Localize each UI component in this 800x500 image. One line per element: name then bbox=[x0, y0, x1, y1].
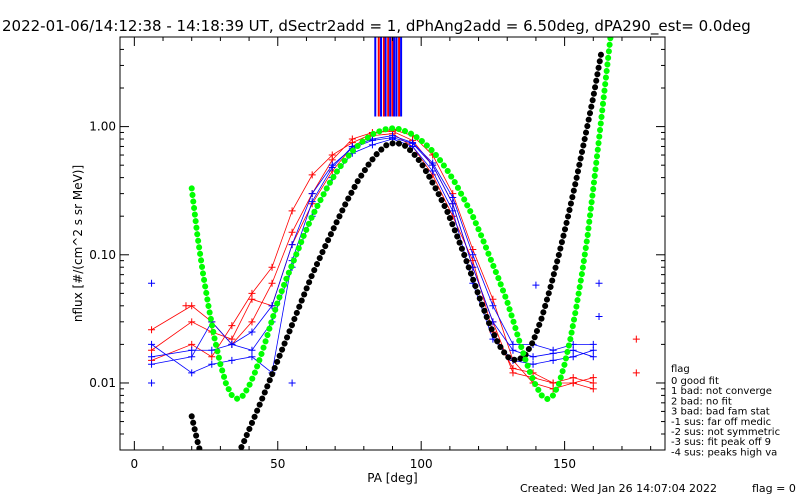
blue-extra-marker bbox=[595, 279, 603, 287]
green-fit-curve bbox=[188, 37, 614, 403]
x-tick-label: 150 bbox=[553, 457, 576, 471]
legend-item: -1 sus: far off medic bbox=[671, 417, 771, 428]
red-data-point bbox=[188, 340, 196, 348]
red-data-point bbox=[328, 151, 336, 159]
red-series-line bbox=[151, 133, 594, 384]
blue-data-point bbox=[148, 340, 156, 348]
blue-data-point bbox=[308, 190, 316, 198]
blue-data-point bbox=[328, 163, 336, 171]
created-timestamp: Created: Wed Jan 26 14:07:04 2022 bbox=[520, 482, 717, 495]
blue-data-point bbox=[248, 346, 256, 354]
legend-item: 0 good fit bbox=[671, 376, 719, 387]
blue-extra-marker bbox=[595, 313, 603, 321]
black-fit-curve bbox=[188, 46, 605, 450]
blue-data-point bbox=[288, 241, 296, 249]
red-data-point bbox=[308, 171, 316, 179]
blue-extra-marker bbox=[532, 281, 540, 289]
blue-data-point bbox=[449, 207, 457, 215]
red-series-line bbox=[151, 129, 594, 390]
blue-data-point bbox=[188, 369, 196, 377]
blue-data-point bbox=[148, 353, 156, 361]
x-tick-label: 50 bbox=[270, 457, 285, 471]
blue-data-point bbox=[248, 328, 256, 336]
red-extra-marker bbox=[632, 335, 640, 343]
red-extra-marker bbox=[632, 369, 640, 377]
red-data-point bbox=[248, 289, 256, 297]
red-data-point bbox=[589, 385, 597, 393]
y-tick-label: 1.00 bbox=[89, 120, 116, 134]
red-data-point bbox=[288, 207, 296, 215]
plot-area bbox=[148, 37, 640, 450]
blue-data-point bbox=[188, 353, 196, 361]
red-data-point bbox=[268, 279, 276, 287]
red-data-point bbox=[148, 326, 156, 334]
blue-data-point bbox=[569, 346, 577, 354]
blue-data-point bbox=[148, 360, 156, 368]
red-data-point bbox=[228, 322, 236, 330]
blue-extra-marker bbox=[148, 379, 156, 387]
blue-data-point bbox=[429, 159, 437, 167]
blue-data-point bbox=[589, 346, 597, 354]
blue-data-point bbox=[529, 360, 537, 368]
blue-data-point bbox=[208, 346, 216, 354]
blue-data-point bbox=[549, 356, 557, 364]
legend-item: 2 bad: no fit bbox=[671, 396, 732, 407]
blue-data-point bbox=[509, 346, 517, 354]
x-axis-label: PA [deg] bbox=[367, 471, 417, 485]
blue-data-point bbox=[589, 340, 597, 348]
legend-item: -2 sus: not symmetric bbox=[671, 427, 780, 438]
blue-data-point bbox=[268, 302, 276, 310]
footer-flag: flag = 0 bbox=[752, 482, 796, 495]
blue-data-point bbox=[489, 302, 497, 310]
blue-extra-marker bbox=[288, 379, 296, 387]
blue-data-point bbox=[589, 353, 597, 361]
y-tick-label: 0.10 bbox=[89, 248, 116, 262]
blue-series-line bbox=[151, 137, 594, 358]
blue-series-line bbox=[151, 138, 594, 365]
red-data-point bbox=[148, 346, 156, 354]
red-data-point bbox=[268, 263, 276, 271]
red-data-point bbox=[288, 228, 296, 236]
red-data-point bbox=[569, 379, 577, 387]
blue-data-point bbox=[529, 353, 537, 361]
legend-item: -4 sus: peaks high va bbox=[671, 447, 777, 458]
red-data-point bbox=[248, 318, 256, 326]
blue-data-point bbox=[549, 346, 557, 354]
blue-extra-marker bbox=[148, 279, 156, 287]
blue-data-point bbox=[308, 198, 316, 206]
red-data-point bbox=[248, 295, 256, 303]
blue-series-line bbox=[151, 135, 594, 374]
axes: 0 50 100 150 0.01 0.10 1.00 bbox=[89, 36, 665, 471]
blue-data-point bbox=[449, 193, 457, 201]
red-data-point bbox=[509, 364, 517, 372]
chart-title: 2022-01-06/14:12:38 - 14:18:39 UT, dSect… bbox=[2, 17, 751, 36]
blue-data-point bbox=[469, 251, 477, 259]
x-tick-label: 100 bbox=[410, 457, 433, 471]
legend-header: flag bbox=[671, 364, 690, 375]
red-data-point bbox=[589, 374, 597, 382]
blue-data-point bbox=[509, 340, 517, 348]
blue-data-point bbox=[248, 353, 256, 361]
y-axis-label: nflux [#/(cm^2 s sr MeV)] bbox=[71, 165, 85, 322]
red-data-point bbox=[549, 379, 557, 387]
blue-data-point bbox=[389, 132, 396, 140]
y-tick-label: 0.01 bbox=[89, 376, 116, 390]
legend-item: 3 bad: bad fam stat bbox=[671, 407, 770, 418]
blue-data-point bbox=[409, 139, 417, 147]
flag-legend: flag 0 good fit 1 bad: not converge 2 ba… bbox=[671, 364, 780, 458]
blue-data-point bbox=[188, 346, 196, 354]
red-extra-marker bbox=[182, 302, 190, 310]
blue-data-point bbox=[368, 141, 376, 149]
blue-data-point bbox=[228, 356, 236, 364]
blue-data-point bbox=[569, 353, 577, 361]
x-tick-label: 0 bbox=[131, 457, 139, 471]
legend-item: 1 bad: not converge bbox=[671, 386, 772, 397]
legend-item: -3 sus: fit peak off 9 bbox=[671, 437, 771, 448]
blue-data-point bbox=[429, 167, 437, 175]
red-data-point bbox=[188, 318, 196, 326]
blue-data-point bbox=[228, 340, 236, 348]
red-data-point bbox=[208, 353, 216, 361]
blue-data-point bbox=[208, 360, 216, 368]
